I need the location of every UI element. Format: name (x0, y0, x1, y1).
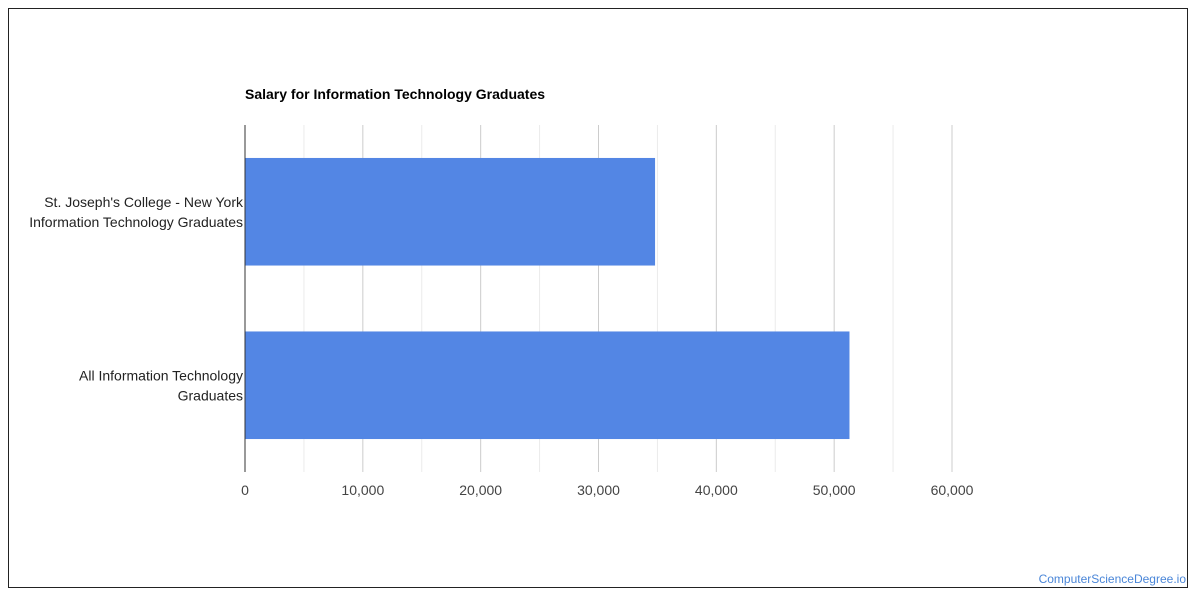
x-tick-label: 0 (241, 482, 249, 498)
x-tick-labels: 0 10,000 20,000 30,000 40,000 50,000 60,000 (241, 482, 974, 498)
x-tick-label: 60,000 (931, 482, 974, 498)
chart-title: Salary for Information Technology Gradua… (245, 86, 545, 102)
category-label: St. Joseph's College - New York Informati… (29, 194, 244, 230)
x-tick-label: 30,000 (577, 482, 620, 498)
bar-1 (245, 157, 656, 266)
x-tick-label: 20,000 (459, 482, 502, 498)
watermark[interactable]: ComputerScienceDegree.io (1038, 572, 1186, 586)
x-tick-label: 40,000 (695, 482, 738, 498)
x-tick-label: 50,000 (813, 482, 856, 498)
x-tick-label: 10,000 (341, 482, 384, 498)
bars (245, 157, 850, 440)
bar-2 (245, 331, 850, 440)
category-labels: St. Joseph's College - New York Informati… (29, 194, 244, 404)
category-label: All Information Technology Graduates (79, 367, 243, 403)
